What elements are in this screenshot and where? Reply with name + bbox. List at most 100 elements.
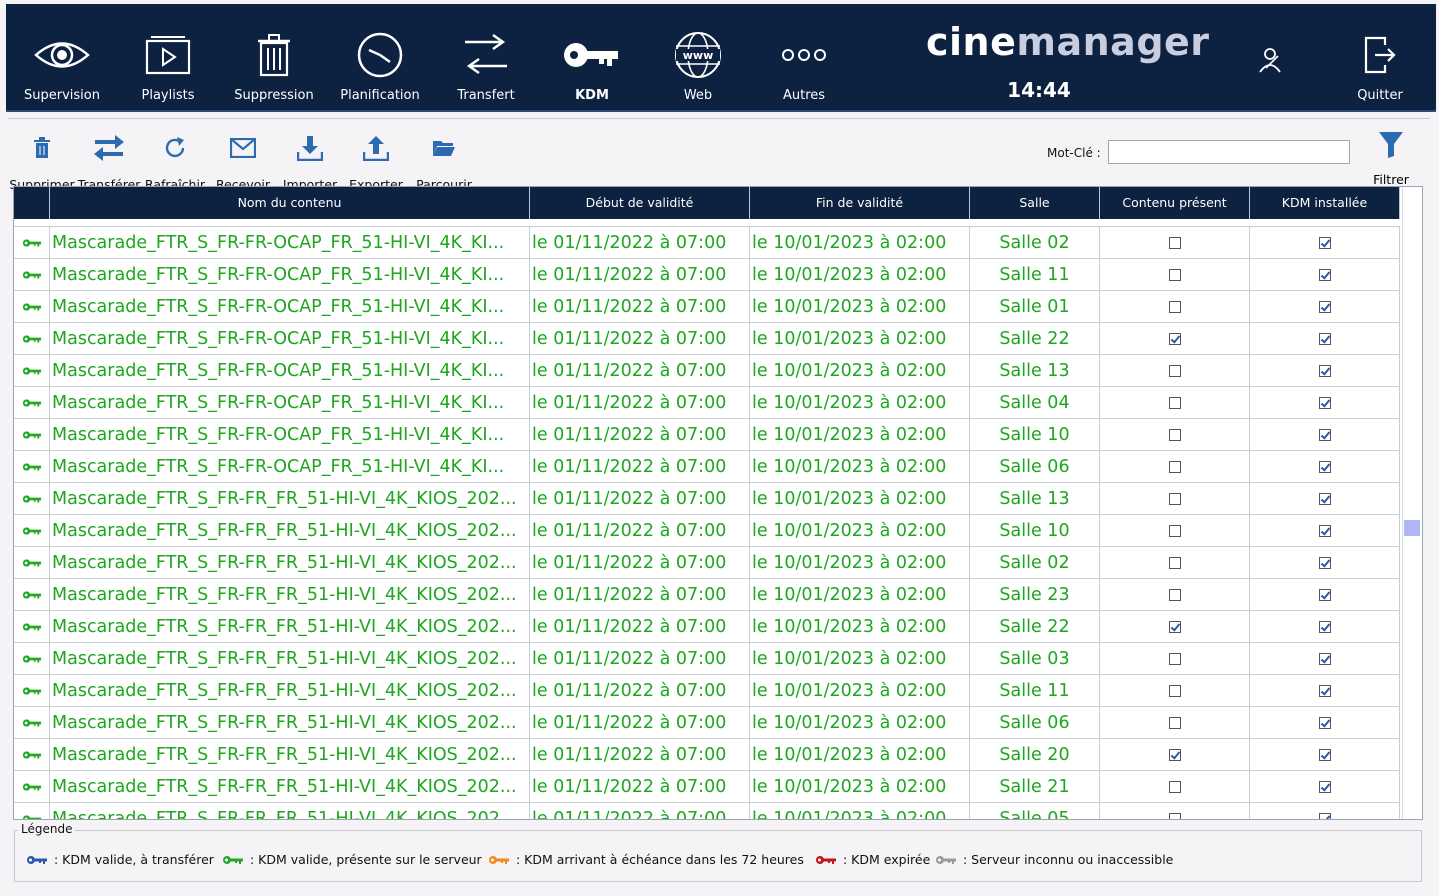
kdm-installed-checkbox[interactable] xyxy=(1318,557,1331,569)
browse-button[interactable]: Parcourir xyxy=(412,129,476,192)
header-end-validity[interactable]: Fin de validité xyxy=(750,187,970,219)
content-present-checkbox[interactable] xyxy=(1168,717,1181,729)
header-kdm-installed[interactable]: KDM installée xyxy=(1250,187,1400,219)
content-present-checkbox[interactable] xyxy=(1168,429,1181,441)
table-row[interactable]: Mascarade_FTR_S_FR-FR-OCAP_FR_51-HI-VI_4… xyxy=(14,451,1400,483)
content-present-checkbox[interactable] xyxy=(1168,813,1181,819)
kdm-installed-checkbox[interactable] xyxy=(1318,301,1331,313)
content-present-checkbox[interactable] xyxy=(1168,301,1181,313)
refresh-button[interactable]: Rafraîchir xyxy=(144,129,206,192)
kdm-installed-checkbox[interactable] xyxy=(1318,269,1331,281)
kdm-installed-cell xyxy=(1250,483,1400,515)
nav-quitter[interactable]: Quitter xyxy=(1327,4,1433,110)
table-row[interactable]: Mascarade_FTR_S_FR-FR-OCAP_FR_51-HI-VI_4… xyxy=(14,387,1400,419)
content-present-checkbox[interactable] xyxy=(1168,333,1181,345)
table-row[interactable]: Mascarade_FTR_S_FR-FR_FR_51-HI-VI_4K_KIO… xyxy=(14,483,1400,515)
kdm-installed-checkbox[interactable] xyxy=(1318,653,1331,665)
header-content-present[interactable]: Contenu présent xyxy=(1100,187,1250,219)
header-start-validity[interactable]: Début de validité xyxy=(530,187,750,219)
content-present-checkbox[interactable] xyxy=(1168,237,1181,249)
kdm-installed-checkbox[interactable] xyxy=(1318,237,1331,249)
salle-cell: Salle 02 xyxy=(970,227,1100,259)
header-content-name[interactable]: Nom du contenu xyxy=(50,187,530,219)
scrollbar-thumb[interactable] xyxy=(1404,520,1420,536)
table-row[interactable]: Mascarade_FTR_S_FR-FR_FR_51-HI-VI_4K_KIO… xyxy=(14,803,1400,819)
table-row[interactable]: Mascarade_FTR_S_FR-FR-OCAP_FR_51-HI-VI_4… xyxy=(14,355,1400,387)
nav-playlists[interactable]: Playlists xyxy=(115,4,221,110)
kdm-installed-checkbox[interactable] xyxy=(1318,493,1331,505)
nav-transfert[interactable]: Transfert xyxy=(433,4,539,110)
kdm-installed-checkbox[interactable] xyxy=(1318,621,1331,633)
table-row[interactable]: Mascarade_FTR_S_FR-FR_FR_51-HI-VI_4K_KIO… xyxy=(14,611,1400,643)
content-present-cell xyxy=(1100,739,1250,771)
table-row[interactable]: Mascarade_FTR_S_FR-FR_FR_51-HI-VI_4K_KIO… xyxy=(14,515,1400,547)
table-row[interactable]: Mascarade_FTR_S_FR-FR-OCAP_FR_51-HI-VI_4… xyxy=(14,419,1400,451)
receive-button[interactable]: Recevoir xyxy=(212,129,274,192)
transfer-button[interactable]: Transférer xyxy=(76,129,142,192)
content-present-checkbox[interactable] xyxy=(1168,589,1181,601)
content-present-checkbox[interactable] xyxy=(1168,749,1181,761)
salle-cell: Salle 01 xyxy=(970,291,1100,323)
start-validity-cell: le 01/11/2022 à 07:00 xyxy=(530,323,750,355)
header-salle[interactable]: Salle xyxy=(970,187,1100,219)
kdm-installed-checkbox[interactable] xyxy=(1318,781,1331,793)
keyword-input[interactable] xyxy=(1108,140,1350,164)
kdm-installed-checkbox[interactable] xyxy=(1318,525,1331,537)
kdm-installed-checkbox[interactable] xyxy=(1318,397,1331,409)
nav-kdm[interactable]: KDM xyxy=(539,4,645,110)
content-present-checkbox[interactable] xyxy=(1168,397,1181,409)
table-row[interactable]: Mascarade_FTR_S_FR-FR_FR_51-HI-VI_4K_KIO… xyxy=(14,707,1400,739)
content-present-checkbox[interactable] xyxy=(1168,525,1181,537)
kdm-installed-checkbox[interactable] xyxy=(1318,685,1331,697)
kdm-installed-checkbox[interactable] xyxy=(1318,589,1331,601)
nav-suppression[interactable]: Suppression xyxy=(221,4,327,110)
start-validity-cell: le 01/11/2022 à 07:00 xyxy=(530,771,750,803)
content-present-checkbox[interactable] xyxy=(1168,653,1181,665)
table-row[interactable]: Mascarade_FTR_S_FR-FR_FR_51-HI-VI_4K_KIO… xyxy=(14,739,1400,771)
kdm-installed-checkbox[interactable] xyxy=(1318,461,1331,473)
nav-planification[interactable]: Planification xyxy=(327,4,433,110)
envelope-icon xyxy=(212,129,274,167)
content-present-checkbox[interactable] xyxy=(1168,269,1181,281)
import-button[interactable]: Importer xyxy=(278,129,342,192)
salle-cell: Salle 13 xyxy=(970,483,1100,515)
content-name-cell: Mascarade_FTR_S_FR-FR_FR_51-HI-VI_4K_KIO… xyxy=(50,739,530,771)
kdm-installed-checkbox[interactable] xyxy=(1318,717,1331,729)
content-present-checkbox[interactable] xyxy=(1168,461,1181,473)
kdm-installed-checkbox[interactable] xyxy=(1318,365,1331,377)
content-present-checkbox[interactable] xyxy=(1168,365,1181,377)
kdm-installed-checkbox[interactable] xyxy=(1318,333,1331,345)
kdm-installed-checkbox[interactable] xyxy=(1318,429,1331,441)
nav-autres[interactable]: Autres xyxy=(751,4,857,110)
nav-supervision[interactable]: Supervision xyxy=(9,4,115,110)
table-row[interactable]: Mascarade_FTR_S_FR-FR_FR_51-HI-VI_4K_KIO… xyxy=(14,643,1400,675)
key-status-icon xyxy=(14,387,50,419)
export-button[interactable]: Exporter xyxy=(344,129,408,192)
table-row[interactable] xyxy=(14,219,1400,227)
content-present-checkbox[interactable] xyxy=(1168,557,1181,569)
end-validity-cell: le 10/01/2023 à 02:00 xyxy=(750,227,970,259)
salle-cell: Salle 05 xyxy=(970,803,1100,819)
key-status-icon xyxy=(14,291,50,323)
table-row[interactable]: Mascarade_FTR_S_FR-FR_FR_51-HI-VI_4K_KIO… xyxy=(14,579,1400,611)
content-present-checkbox[interactable] xyxy=(1168,493,1181,505)
table-row[interactable]: Mascarade_FTR_S_FR-FR-OCAP_FR_51-HI-VI_4… xyxy=(14,323,1400,355)
content-name-cell: Mascarade_FTR_S_FR-FR-OCAP_FR_51-HI-VI_4… xyxy=(50,355,530,387)
user-signature-icon[interactable] xyxy=(1250,40,1290,80)
table-row[interactable]: Mascarade_FTR_S_FR-FR-OCAP_FR_51-HI-VI_4… xyxy=(14,259,1400,291)
table-row[interactable]: Mascarade_FTR_S_FR-FR_FR_51-HI-VI_4K_KIO… xyxy=(14,547,1400,579)
table-row[interactable]: Mascarade_FTR_S_FR-FR_FR_51-HI-VI_4K_KIO… xyxy=(14,771,1400,803)
kdm-installed-checkbox[interactable] xyxy=(1318,749,1331,761)
filter-button[interactable]: Filtrer xyxy=(1366,128,1416,188)
start-validity-cell: le 01/11/2022 à 07:00 xyxy=(530,355,750,387)
table-row[interactable]: Mascarade_FTR_S_FR-FR-OCAP_FR_51-HI-VI_4… xyxy=(14,227,1400,259)
table-row[interactable]: Mascarade_FTR_S_FR-FR-OCAP_FR_51-HI-VI_4… xyxy=(14,291,1400,323)
vertical-scrollbar[interactable] xyxy=(1402,187,1422,819)
table-row[interactable]: Mascarade_FTR_S_FR-FR_FR_51-HI-VI_4K_KIO… xyxy=(14,675,1400,707)
nav-web[interactable]: www Web xyxy=(645,4,751,110)
delete-button[interactable]: Supprimer xyxy=(8,129,76,192)
content-present-checkbox[interactable] xyxy=(1168,621,1181,633)
content-present-checkbox[interactable] xyxy=(1168,781,1181,793)
content-present-checkbox[interactable] xyxy=(1168,685,1181,697)
kdm-installed-checkbox[interactable] xyxy=(1318,813,1331,819)
